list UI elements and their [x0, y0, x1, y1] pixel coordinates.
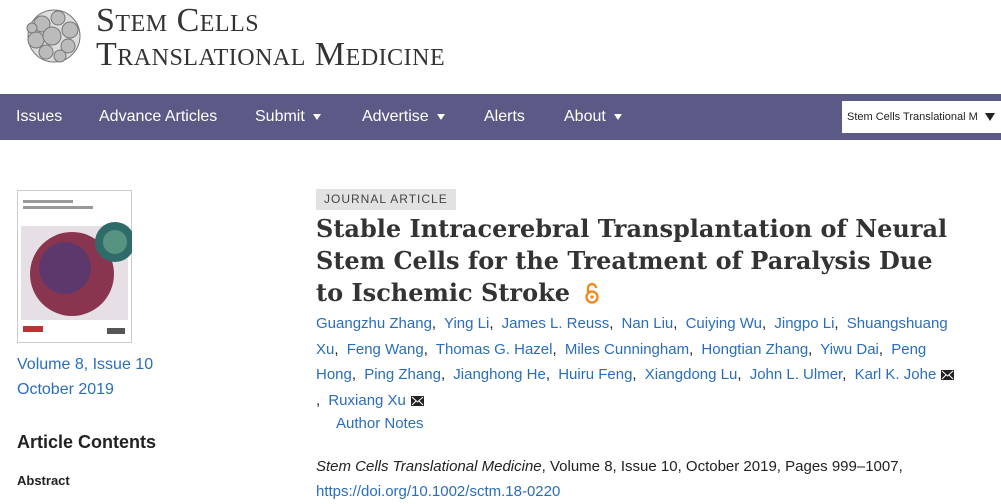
author-name-link[interactable]: Shuangshuang Xu [316, 315, 948, 358]
article-contents-heading: Article Contents [17, 432, 157, 452]
author: Huiru Feng [558, 366, 640, 383]
author-list: Guangzhu Zhang Ying Li James L. Reuss Na… [316, 311, 956, 414]
journal-name-line: Translational Medicine [96, 36, 446, 73]
citation-journal: Stem Cells Translational Medicine [316, 458, 542, 475]
author: Nan Liu [622, 315, 682, 332]
article-title-text: Stable Intracerebral Transplantation of … [316, 214, 948, 307]
issue-volume-link[interactable]: Volume 8, Issue 10 [17, 356, 154, 373]
author: Thomas G. Hazel [436, 341, 561, 358]
author-name-link[interactable]: Peng Hong [316, 340, 927, 384]
author: Hongtian Zhang [701, 341, 816, 358]
author-name-link[interactable]: Jianghong He [453, 366, 546, 384]
author-name-link[interactable]: Nan Liu [621, 315, 674, 332]
author: Miles Cunningham [565, 341, 697, 358]
dropdown-caret [613, 113, 622, 120]
author-name-link[interactable]: Jingpo Li [774, 315, 835, 332]
author: Jianghong He [453, 366, 554, 383]
issue-cover[interactable] [17, 190, 132, 343]
author-name-link[interactable]: Cuiying Wu [685, 315, 763, 332]
issue-info: Volume 8, Issue 10 October 2019 [17, 352, 153, 402]
author: Guangzhu Zhang [316, 315, 440, 332]
nav-item-label: Alerts [484, 108, 525, 125]
nav-bar: Issues Advance Articles Submit Advertise Ale… [0, 94, 1001, 140]
author-name-link[interactable]: Ying Li [444, 315, 490, 332]
abstract-link[interactable]: Abstract [17, 473, 70, 488]
author: Cuiying Wu [686, 315, 771, 332]
author-name-link[interactable]: Thomas G. Hazel [435, 340, 553, 358]
journal-name-line: Stem Cells [96, 2, 260, 39]
author-name-link[interactable]: John L. Ulmer [749, 366, 843, 384]
issue-date-link[interactable]: October 2019 [17, 381, 114, 398]
nav-item-label: Advance Articles [99, 108, 218, 125]
author: Feng Wang [347, 341, 432, 358]
author-name-link[interactable]: Guangzhu Zhang [316, 315, 432, 332]
nav-item[interactable]: Alerts [484, 94, 525, 140]
author-name-link[interactable]: Karl K. Johe [854, 366, 937, 384]
journal-name: Stem Cells Translational Medicine [96, 4, 445, 72]
dropdown-arrow [985, 113, 995, 121]
author-name-link[interactable]: Xiangdong Lu [644, 366, 738, 384]
nav-item[interactable]: Advertise [362, 94, 445, 140]
author-name-link[interactable]: Huiru Feng [558, 366, 633, 384]
author: Jingpo Li [774, 315, 842, 332]
author-name-link[interactable]: Yiwu Dai [820, 340, 879, 358]
author: James L. Reuss [502, 315, 618, 332]
nav-item[interactable]: Submit [255, 94, 321, 140]
author: John L. Ulmer [750, 366, 851, 383]
doi-link[interactable]: https://doi.org/10.1002/sctm.18-0220 [316, 483, 561, 500]
nav-item-label: Submit [255, 108, 305, 125]
author-name-link[interactable]: Feng Wang [346, 340, 424, 358]
nav-item[interactable]: About [564, 94, 622, 140]
citation: Stem Cells Translational Medicine, Volum… [316, 454, 976, 504]
dropdown-caret [312, 113, 321, 120]
nav-item-label: About [564, 108, 606, 125]
search-scope-select[interactable]: Stem Cells Translational M [842, 101, 1001, 133]
author: Ruxiang Xu [328, 392, 424, 409]
article-type-label: JOURNAL ARTICLE [316, 189, 456, 210]
author-notes-link[interactable]: Author Notes [336, 415, 424, 432]
author: Yiwu Dai [820, 341, 887, 358]
author: Ping Zhang [364, 366, 449, 383]
open-access-icon [585, 282, 599, 304]
journal-logo-icon [26, 9, 81, 63]
article-title: Stable Intracerebral Transplantation of … [316, 213, 966, 309]
citation-details: , Volume 8, Issue 10, October 2019, Page… [541, 458, 903, 475]
nav-item-label: Advertise [362, 108, 429, 125]
author-name-link[interactable]: Hongtian Zhang [701, 340, 809, 358]
nav-item[interactable]: Advance Articles [99, 94, 217, 140]
email-icon[interactable] [941, 370, 955, 381]
search-scope-text: Stem Cells Translational M [847, 111, 978, 123]
author-name-link[interactable]: James L. Reuss [501, 315, 610, 332]
dropdown-caret [436, 113, 445, 120]
author: Xiangdong Lu [645, 366, 746, 383]
author-name-link[interactable]: Ruxiang Xu [328, 392, 406, 410]
author: Ying Li [444, 315, 497, 332]
author-name-link[interactable]: Miles Cunningham [564, 340, 690, 358]
author-name-link[interactable]: Ping Zhang [364, 366, 441, 384]
nav-item-label: Issues [16, 108, 63, 125]
email-icon[interactable] [410, 396, 424, 407]
nav-item[interactable]: Issues [16, 94, 62, 140]
